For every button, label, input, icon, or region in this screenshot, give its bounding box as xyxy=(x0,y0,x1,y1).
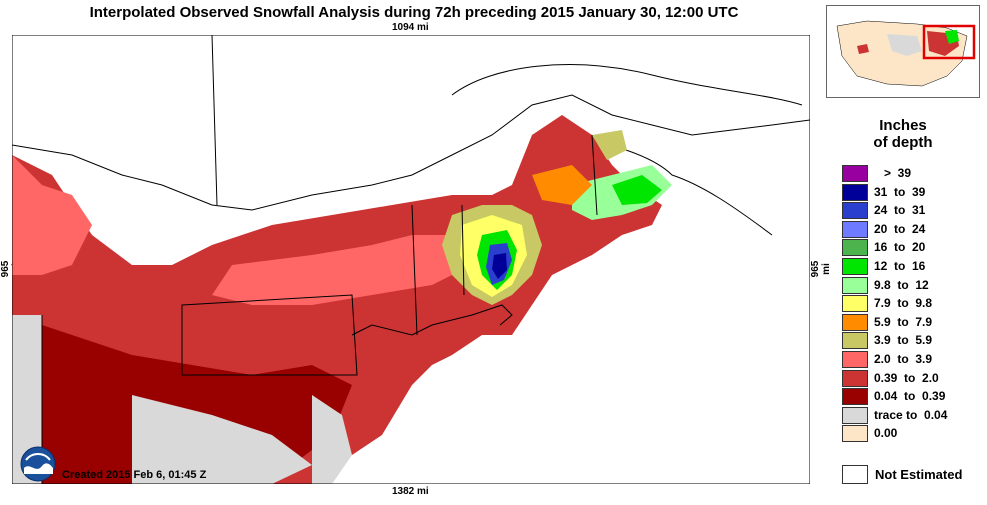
distance-right-label: 965 mi xyxy=(810,260,832,278)
legend-label: 3.9 to 5.9 xyxy=(874,333,933,348)
locator-inset-map xyxy=(826,5,980,98)
snow-region-michigan xyxy=(12,155,92,275)
snow-region-5-9-to-7-9 xyxy=(532,165,592,205)
trace-region-south xyxy=(132,395,312,484)
legend-label: 20 to 24 xyxy=(874,221,926,236)
legend-swatch xyxy=(842,295,868,313)
created-timestamp: Created 2015 Feb 6, 01:45 Z xyxy=(62,469,207,481)
snowfall-map-svg xyxy=(12,35,810,484)
legend-item: trace to 0.04 xyxy=(842,406,982,424)
legend-swatch xyxy=(842,276,868,294)
legend-item: 7.9 to 9.8 xyxy=(842,295,982,313)
legend-item: > 39 xyxy=(842,165,982,182)
legend-label: 2.0 to 3.9 xyxy=(874,352,933,366)
state-boundary-vt xyxy=(461,204,465,296)
legend-swatch xyxy=(842,351,868,368)
inset-highlight-box xyxy=(922,24,976,60)
legend-not-estimated: Not Estimated xyxy=(842,465,982,484)
legend-label: > 39 xyxy=(874,166,912,180)
legend-item: 12 to 16 xyxy=(842,258,982,275)
trace-region-delmarva xyxy=(312,395,352,484)
locator-inset-svg xyxy=(836,20,976,87)
legend-swatch xyxy=(842,425,868,443)
legend-item: 2.0 to 3.9 xyxy=(842,351,982,368)
snow-region-maine-north xyxy=(592,130,627,160)
legend-label: trace to 0.04 xyxy=(874,407,948,422)
legend-label: 5.9 to 7.9 xyxy=(874,314,933,329)
state-boundary-pa xyxy=(181,294,358,376)
legend-swatch xyxy=(842,183,868,201)
legend-label: 31 to 39 xyxy=(874,184,926,199)
legend-item: 3.9 to 5.9 xyxy=(842,332,982,350)
legend-swatch xyxy=(842,388,868,406)
legend-item: 31 to 39 xyxy=(842,183,982,201)
canada-border-line xyxy=(12,94,810,211)
legend-item: 5.9 to 7.9 xyxy=(842,313,982,331)
legend-item: 0.39 to 2.0 xyxy=(842,369,982,387)
state-boundary-me xyxy=(591,134,598,216)
legend-swatch xyxy=(842,406,868,424)
legend-item: 24 to 31 xyxy=(842,202,982,220)
map-title: Interpolated Observed Snowfall Analysis … xyxy=(89,4,739,21)
legend-item: 20 to 24 xyxy=(842,220,982,238)
legend-label: 7.9 to 9.8 xyxy=(874,296,933,311)
snowfall-map[interactable] xyxy=(12,35,810,484)
legend-title: Inches of depth xyxy=(848,117,958,151)
legend-item: 9.8 to 12 xyxy=(842,276,982,294)
legend-swatch xyxy=(842,258,868,275)
distance-top-label: 1094 mi xyxy=(392,22,429,33)
legend-title-line1: Inches xyxy=(879,117,927,134)
legend-item: 0.04 to 0.39 xyxy=(842,388,982,406)
state-boundary-ny xyxy=(411,204,418,336)
legend-label: 16 to 20 xyxy=(874,240,926,255)
legend-label: 24 to 31 xyxy=(874,203,926,218)
coastline xyxy=(351,304,513,336)
legend-item: 16 to 20 xyxy=(842,239,982,257)
legend-label: 9.8 to 12 xyxy=(874,277,929,292)
inset-snow-green xyxy=(945,30,959,44)
inset-snow-west xyxy=(857,44,869,54)
legend-label: 12 to 16 xyxy=(874,259,926,273)
legend-label: 0.00 xyxy=(874,426,898,441)
legend-swatch-not-estimated xyxy=(842,465,868,484)
legend-swatch xyxy=(842,332,868,350)
legend-label: 0.39 to 2.0 xyxy=(874,370,939,385)
snow-region-2-to-3-9 xyxy=(212,235,472,305)
snow-region-31-to-39 xyxy=(492,253,507,279)
legend-swatch xyxy=(842,239,868,257)
legend-swatch xyxy=(842,313,868,331)
st-lawrence-coast xyxy=(451,64,803,106)
noaa-logo-icon xyxy=(20,446,56,482)
snow-region-maine-green xyxy=(612,175,662,205)
legend-label: 0.04 to 0.39 xyxy=(874,389,946,404)
legend-label-not-estimated: Not Estimated xyxy=(875,467,963,482)
distance-bottom-label: 1382 mi xyxy=(392,486,429,497)
trace-region-west xyxy=(12,315,42,484)
legend-item: 0.00 xyxy=(842,425,982,443)
legend-swatch xyxy=(842,220,868,238)
province-boundary xyxy=(211,35,218,206)
legend-swatch xyxy=(842,369,868,387)
inset-trace-region xyxy=(887,34,922,56)
legend-title-line2: of depth xyxy=(873,134,933,151)
legend-swatch xyxy=(842,202,868,220)
legend-swatch xyxy=(842,165,868,182)
